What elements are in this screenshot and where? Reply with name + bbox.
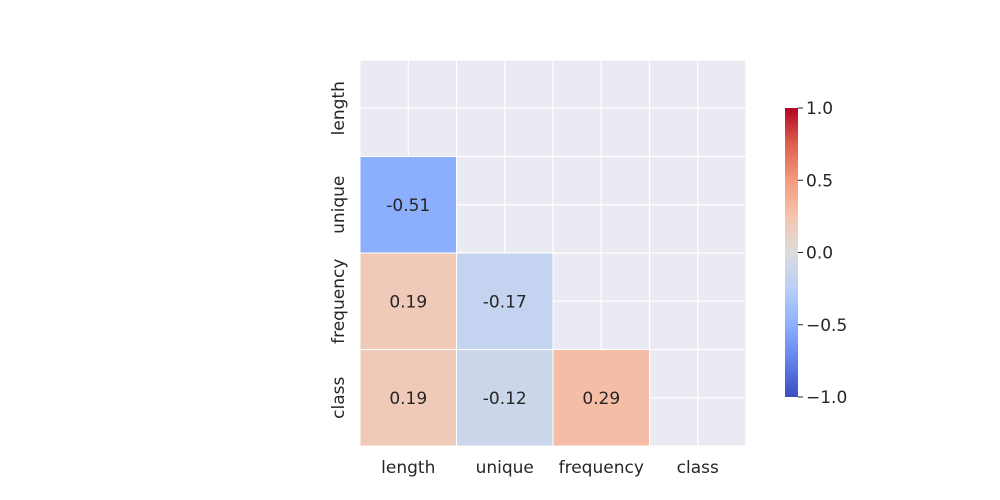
cell-value-label: 0.19 (389, 389, 427, 409)
heatmap-cell-labels: -0.51 0.19 -0.17 0.19 -0.12 0.29 (386, 196, 620, 409)
cell-value-label: 0.19 (389, 292, 427, 312)
heatmap-cell (456, 252, 554, 350)
x-axis-tick-labels: length unique frequency class (381, 458, 719, 478)
colorbar-tick-label: −0.5 (806, 316, 847, 336)
y-tick-label: class (329, 377, 349, 419)
colorbar-tick-label: 0.0 (806, 244, 833, 264)
y-tick-label: unique (329, 176, 349, 234)
heatmap-cells (359, 156, 650, 447)
colorbar-gradient (785, 108, 798, 397)
colorbar: 1.0 0.5 0.0 −0.5 −1.0 (785, 99, 847, 408)
x-tick-label: length (381, 458, 435, 478)
heatmap-cell (552, 349, 650, 447)
colorbar-tick-label: 1.0 (806, 99, 833, 119)
y-tick-label: length (329, 81, 349, 135)
cell-value-label: 0.29 (582, 389, 620, 409)
heatmap-cell (359, 349, 457, 447)
cell-value-label: -0.17 (483, 292, 527, 312)
colorbar-tick-label: −1.0 (806, 388, 847, 408)
x-tick-label: unique (476, 458, 534, 478)
y-axis-tick-labels: length unique frequency class (329, 81, 349, 419)
x-tick-label: class (677, 458, 719, 478)
x-tick-label: frequency (559, 458, 644, 478)
cell-value-label: -0.12 (483, 389, 527, 409)
heatmap-cell (359, 156, 457, 254)
y-tick-label: frequency (329, 259, 349, 344)
colorbar-tick-label: 0.5 (806, 171, 833, 191)
heatmap-cell (456, 349, 554, 447)
cell-value-label: -0.51 (386, 196, 430, 216)
